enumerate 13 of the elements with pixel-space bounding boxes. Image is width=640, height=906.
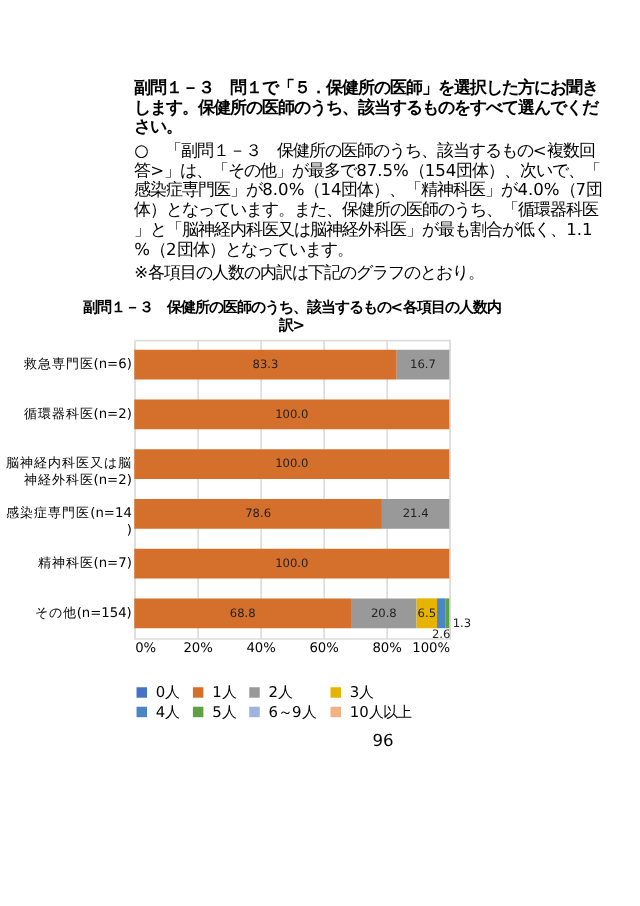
legend-label: 0人 (155, 683, 180, 702)
legend-label: 2人 (268, 683, 293, 702)
text: ※各項目の人数の内訳は下記のグラフのとおり。 (134, 262, 485, 283)
legend-label: 6～9人 (268, 702, 316, 721)
chart-title: 副問１－３ 保健所の医師のうち、該当するもの<各項目の人数内訳> (82, 297, 502, 334)
text: 副問１－３ 問１で「５．保健所の医師」を選択した方にお聞きします。保健所の医師のうち、該当するものをすべて選んでください。 (134, 76, 601, 137)
legend-label: 3人 (349, 683, 374, 702)
legend-label: 4人 (155, 702, 180, 721)
legend-label: 1人 (212, 683, 236, 702)
text: 96 (372, 729, 394, 750)
text: ○ 「副問１－３ 保健所の医師のうち、該当するもの<複数回答>」は、「その他」が最多で87.5%（154団体）、次いで、「感染症専門医」が8.0%（14団体）、「精神科医」が4.0%（7団体）となっています。また、保健所の医師のうち、「循環器科医」と「脳神経内科医又は脳神経外科医」が最も割合が低く、1.1%（2団体）となっています。 (134, 139, 603, 260)
legend-label: 5人 (212, 702, 236, 721)
legend-label: 10人以上 (349, 702, 411, 721)
